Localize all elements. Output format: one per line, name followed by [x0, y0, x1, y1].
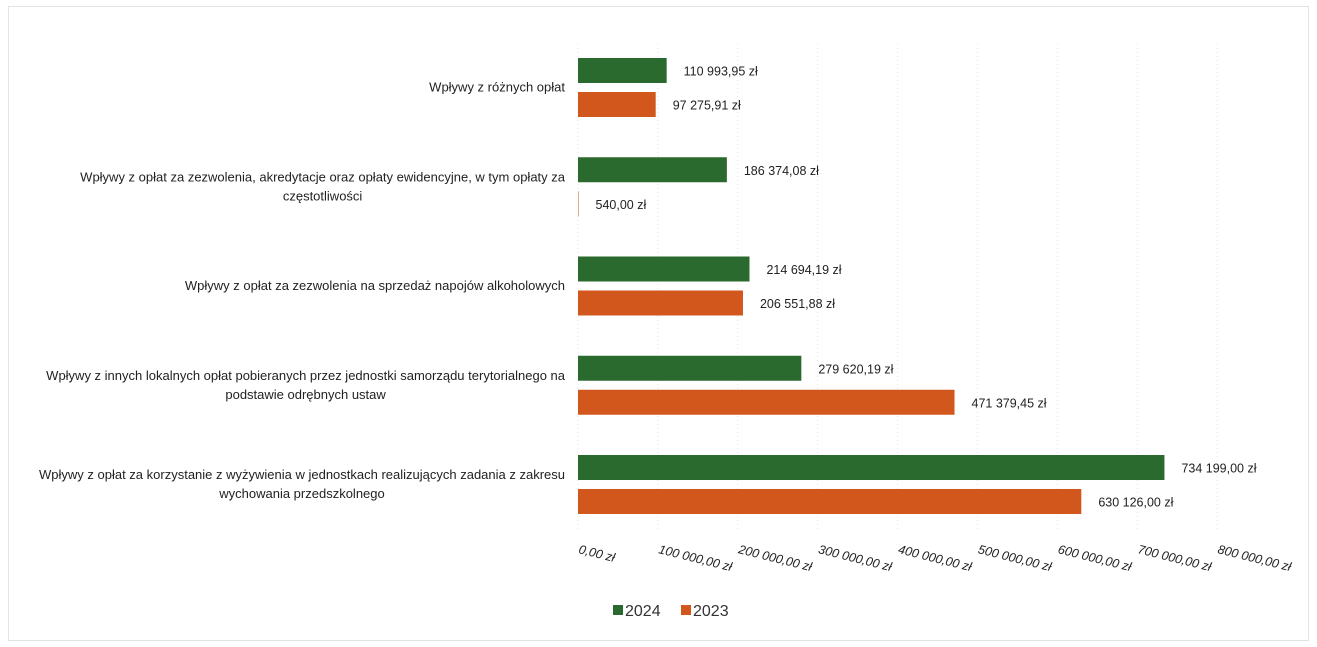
category-label: Wpływy z opłat za zezwolenia, akredytacj…: [80, 169, 566, 184]
x-tick-label: 700 000,00 zł: [1136, 542, 1213, 574]
data-label: 471 379,45 zł: [972, 396, 1047, 410]
legend-label-2024: 2024: [625, 603, 661, 620]
chart-frame: [8, 6, 1309, 641]
data-label: 97 275,91 zł: [673, 99, 741, 113]
data-label: 734 199,00 zł: [1181, 462, 1256, 476]
bar-2024: [578, 58, 667, 83]
data-label: 110 993,95 zł: [684, 65, 758, 79]
category-label: Wpływy z różnych opłat: [429, 80, 565, 95]
x-tick-label: 800 000,00 zł: [1216, 542, 1293, 574]
bar-2024: [578, 256, 750, 282]
category-label: podstawie odrębnych ustaw: [225, 387, 386, 402]
legend-label-2023: 2023: [693, 603, 729, 620]
bar-2024: [578, 157, 727, 183]
bar-2024: [578, 355, 802, 381]
category-label: Wpływy z opłat za zezwolenia na sprzedaż…: [185, 278, 565, 293]
category-label: częstotliwości: [283, 188, 363, 203]
bar-2023: [578, 489, 1082, 514]
category-label: wychowania przedszkolnego: [218, 486, 384, 501]
data-label: 630 126,00 zł: [1098, 496, 1173, 510]
legend-swatch-2023: [681, 605, 691, 615]
x-tick-label: 500 000,00 zł: [977, 542, 1054, 574]
bar-2023: [578, 290, 743, 316]
bar-2023: [578, 92, 656, 117]
bar-2023: [578, 191, 579, 217]
category-label: Wpływy z opłat za korzystanie z wyżywien…: [39, 467, 565, 482]
data-label: 540,00 zł: [596, 198, 647, 212]
bar-2023: [578, 389, 955, 415]
x-tick-label: 600 000,00 zł: [1057, 542, 1134, 574]
x-tick-label: 200 000,00 zł: [736, 542, 814, 574]
x-tick-label: 300 000,00 zł: [817, 542, 894, 574]
legend-swatch-2024: [613, 605, 623, 615]
x-tick-label: 0,00 zł: [577, 542, 617, 565]
x-tick-label: 100 000,00 zł: [657, 542, 734, 574]
data-label: 206 551,88 zł: [760, 297, 835, 311]
x-tick-label: 400 000,00 zł: [897, 542, 974, 574]
data-label: 214 694,19 zł: [766, 263, 841, 277]
data-label: 186 374,08 zł: [744, 164, 819, 178]
data-label: 279 620,19 zł: [818, 362, 893, 376]
category-label: Wpływy z innych lokalnych opłat pobieran…: [46, 368, 566, 383]
bar-2024: [578, 455, 1165, 480]
